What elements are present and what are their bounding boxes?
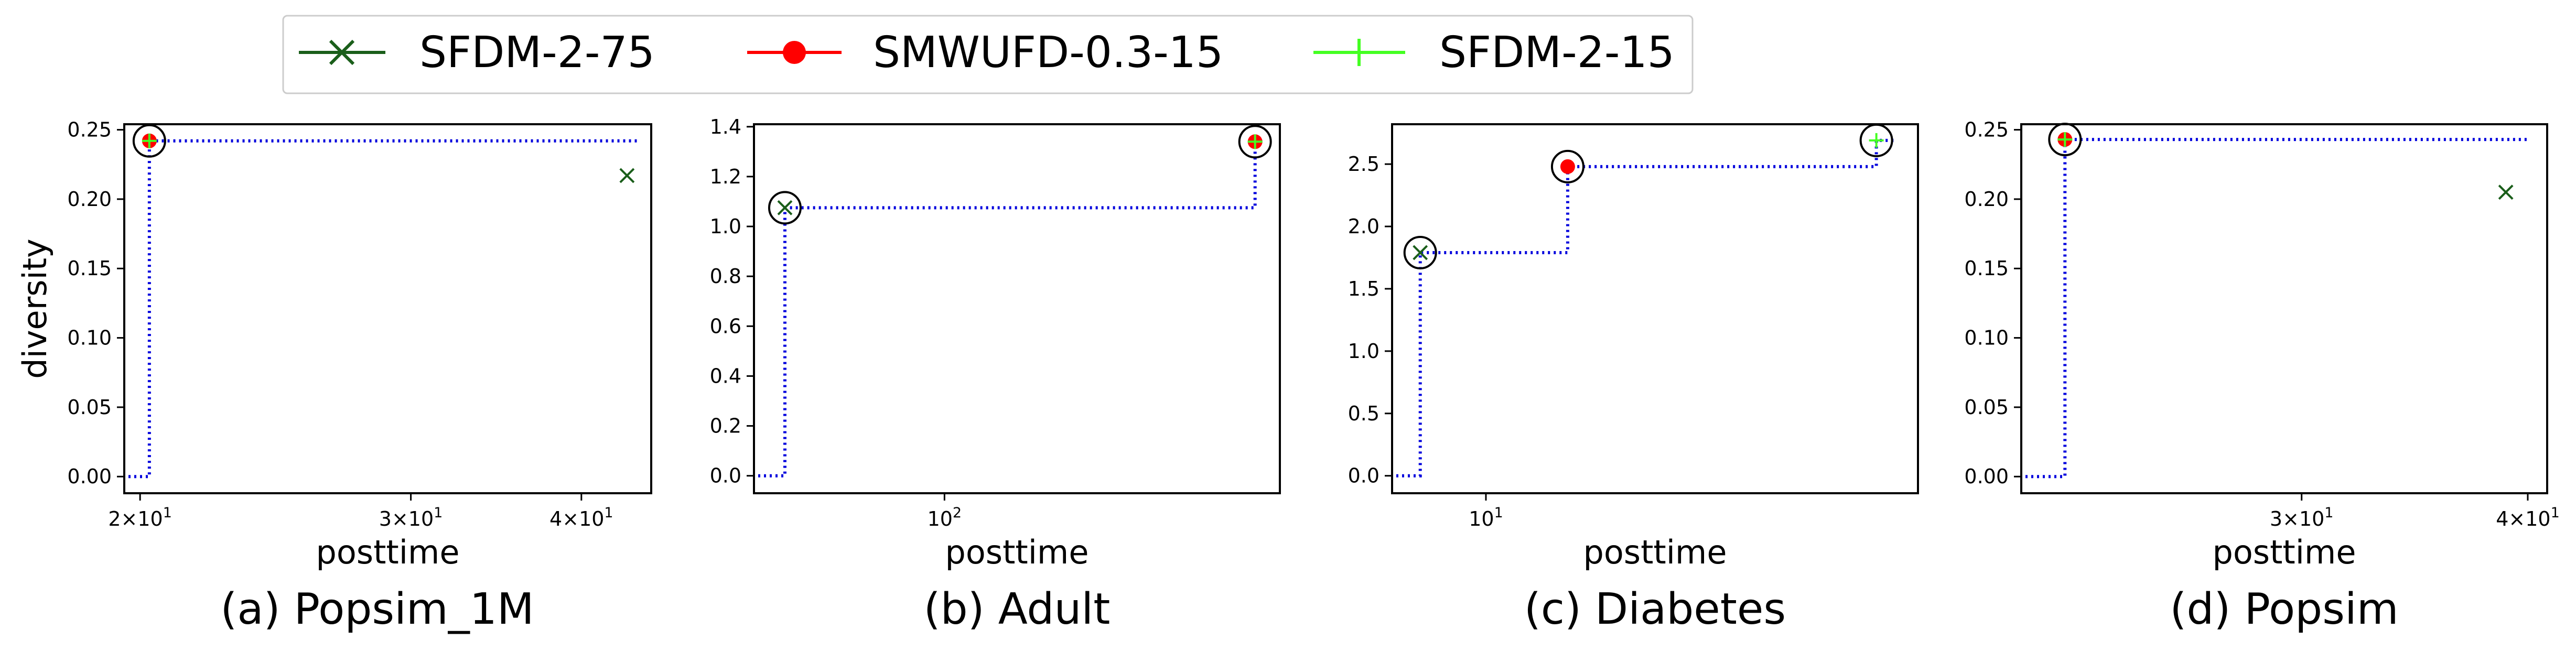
y-tick-label: 1.0	[1348, 340, 1379, 363]
pareto-highlight-circle	[1859, 123, 1893, 157]
panel-caption: (a) Popsim_1M	[220, 584, 534, 634]
y-tick-label: 0.20	[67, 188, 112, 211]
x-marker-icon	[329, 39, 355, 66]
panel-caption: (c) Diabetes	[1524, 584, 1786, 634]
point-smwufd-0.3-15	[1560, 159, 1575, 174]
dot-marker-icon	[783, 41, 806, 64]
y-tick-label: 0.15	[67, 257, 112, 280]
plot-frame	[1391, 123, 1919, 494]
y-tick-label: 0.0	[710, 464, 741, 487]
x-axis-label: posttime	[316, 533, 460, 571]
chart-panel-4: 0.00 0.05 0.10 0.15 0.20 0.25 3×101 4×101 postti…	[1964, 118, 2559, 634]
y-tick-label: 0.00	[67, 465, 112, 488]
y-tick-label: 0.4	[710, 364, 741, 387]
x-tick-label: 101	[1469, 505, 1503, 530]
y-tick-label: 0.10	[1964, 327, 2009, 350]
chart-panel-1: 0.00 0.05 0.10 0.15 0.20 0.25 2×101 3×101 4×101 p…	[16, 118, 652, 634]
y-tick-label: 1.0	[710, 215, 741, 238]
plot-frame	[753, 123, 1281, 494]
x-tick-label: 3×101	[2270, 505, 2334, 530]
panel-caption: (d) Popsim	[2170, 584, 2398, 634]
plot-frame	[2020, 123, 2548, 494]
y-tick-label: 0.15	[1964, 257, 2009, 280]
plot-frame	[123, 123, 652, 494]
y-tick-label: 0.6	[710, 314, 741, 338]
y-tick-label: 2.0	[1348, 215, 1379, 238]
panel-caption: (b) Adult	[924, 584, 1111, 634]
pareto-highlight-circle	[1238, 125, 1272, 159]
y-tick-label: 0.05	[1964, 396, 2009, 419]
legend-frame	[282, 15, 1694, 94]
x-axis-label: posttime	[945, 533, 1089, 571]
y-tick-label: 0.8	[710, 265, 741, 288]
y-tick-label: 0.25	[1964, 118, 2009, 142]
point-sfdm-2-15	[1247, 134, 1263, 149]
point-sfdm-2-15	[142, 133, 157, 148]
legend-entry-smwufd-0.3-15: SMWUFD-0.3-15	[747, 28, 1223, 78]
point-sfdm-2-75	[1413, 245, 1428, 261]
point-sfdm-2-75	[2498, 185, 2514, 200]
y-tick-label: 0.05	[67, 396, 112, 419]
legend: SFDM-2-75 SMWUFD-0.3-15 SFDM-2-15	[282, 15, 1694, 94]
x-marker-stroke	[1413, 245, 1428, 261]
y-tick-label: 0.10	[67, 327, 112, 350]
point-sfdm-2-15	[1869, 133, 1884, 148]
y-axis-label: diversity	[16, 238, 54, 378]
y-tick-label: 1.2	[710, 165, 741, 188]
y-tick-label: 1.5	[1348, 277, 1379, 300]
y-tick-label: 0.5	[1348, 402, 1379, 425]
y-tick-label: 0.20	[1964, 188, 2009, 211]
chart-panel-2: 0.0 0.2 0.4 0.6 0.8 1.0 1.2 1.4 102 posttime (b) A…	[710, 115, 1281, 634]
y-tick-label: 0.2	[710, 415, 741, 438]
pareto-frontier-line	[128, 139, 638, 479]
y-tick-label: 0.0	[1348, 464, 1379, 487]
x-tick-label: 102	[928, 505, 962, 530]
pareto-highlight-circle	[768, 191, 802, 225]
x-marker-stroke	[619, 168, 635, 183]
x-marker-stroke	[2498, 185, 2514, 200]
x-axis-label: posttime	[1583, 533, 1727, 571]
x-tick-label: 4×101	[2496, 505, 2560, 530]
pareto-highlight-circle	[1403, 235, 1437, 269]
y-tick-label: 0.00	[1964, 465, 2009, 488]
pareto-highlight-circle	[1550, 149, 1585, 183]
pareto-frontier-line	[758, 140, 1266, 478]
x-axis-label: posttime	[2213, 533, 2356, 571]
pareto-highlight-circle	[132, 124, 166, 158]
legend-entry-sfdm-2-75: SFDM-2-75	[299, 28, 655, 78]
point-sfdm-2-75	[777, 200, 793, 215]
y-tick-label: 1.4	[710, 115, 741, 138]
legend-label-smwufd-0.3-15: SMWUFD-0.3-15	[873, 28, 1223, 78]
point-sfdm-2-15	[2057, 132, 2073, 147]
pareto-frontier-line	[2025, 138, 2528, 479]
pareto-frontier-line	[1396, 138, 1894, 478]
legend-label-sfdm-2-75: SFDM-2-75	[419, 28, 655, 78]
legend-entry-sfdm-2-15: SFDM-2-15	[1313, 28, 1675, 78]
y-tick-label: 0.25	[67, 118, 112, 142]
chart-panel-3: 0.0 0.5 1.0 1.5 2.0 2.5 101 posttime (c) Diabete…	[1348, 123, 1919, 634]
legend-label-sfdm-2-15: SFDM-2-15	[1439, 28, 1675, 78]
x-tick-label: 4×101	[549, 505, 613, 530]
x-tick-label: 2×101	[108, 505, 172, 530]
y-tick-label: 2.5	[1348, 153, 1379, 176]
pareto-highlight-circle	[2048, 123, 2082, 157]
x-tick-label: 3×101	[379, 505, 443, 530]
point-sfdm-2-75	[619, 168, 635, 183]
x-marker-stroke	[777, 200, 793, 215]
chart-panels: 0.00 0.05 0.10 0.15 0.20 0.25 2×101 3×101 4×101 p…	[16, 115, 2560, 634]
